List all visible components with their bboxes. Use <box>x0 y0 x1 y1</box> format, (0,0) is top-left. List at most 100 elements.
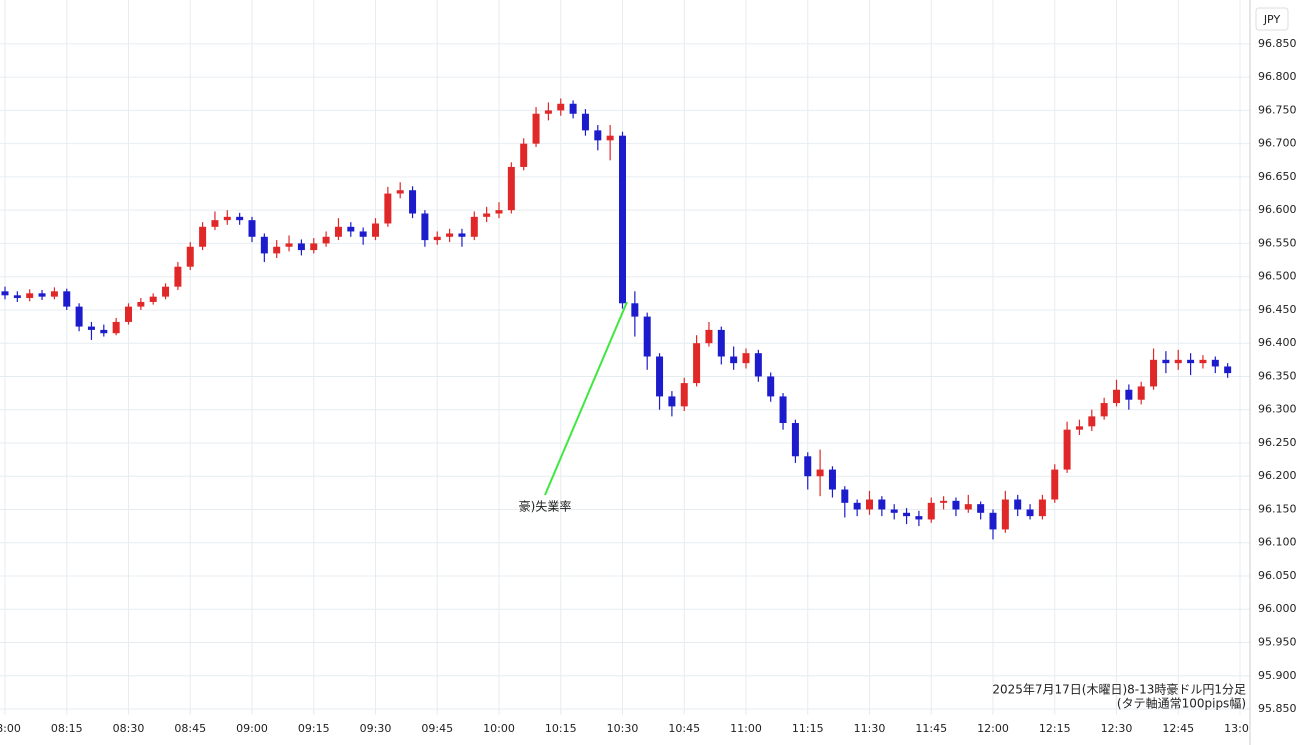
candle-body <box>273 246 281 254</box>
candle-body <box>631 303 639 317</box>
candle-body <box>606 135 614 141</box>
candle-body <box>977 504 985 513</box>
candle-body <box>717 329 725 357</box>
x-tick-label: 13:00 <box>1224 722 1256 735</box>
candle-body <box>75 306 83 327</box>
x-tick-label: 12:45 <box>1162 722 1194 735</box>
candle-body <box>50 291 58 297</box>
x-tick-label: 12:00 <box>977 722 1009 735</box>
y-tick-label: 96.600 <box>1258 203 1297 216</box>
candle-body <box>100 329 108 334</box>
candle-body <box>866 499 873 510</box>
y-tick-label: 96.850 <box>1258 37 1297 50</box>
x-tick-label: 11:45 <box>915 722 947 735</box>
candle-body <box>1187 359 1195 364</box>
x-tick-label: 10:00 <box>483 722 515 735</box>
candle-body <box>112 321 120 334</box>
y-tick-label: 95.900 <box>1258 669 1297 682</box>
x-axis: 08:00 08:15 08:30 08:45 09:00 09:15 09:30 09:45… <box>0 722 1256 735</box>
candle-body <box>1174 359 1182 364</box>
x-tick-label: 10:45 <box>668 722 700 735</box>
note: (タテ軸通常100pips幅) <box>1117 696 1246 711</box>
candle-body <box>915 516 923 520</box>
y-tick-label: 96.200 <box>1258 469 1297 482</box>
candle-body <box>236 216 244 221</box>
candle-body <box>767 376 775 397</box>
y-tick-label: 96.050 <box>1258 569 1297 582</box>
x-tick-label: 10:30 <box>607 722 639 735</box>
y-axis: JPY 95.850 95.900 95.950 96.000 96.050 96.100… <box>1249 0 1300 745</box>
candle-body <box>791 423 799 457</box>
candle-body <box>890 509 898 513</box>
candle-body <box>495 210 503 214</box>
candle-body <box>927 502 935 520</box>
candle-body <box>162 286 170 297</box>
candle-body <box>297 243 305 251</box>
note: 2025年7月17日(木曜日)8-13時豪ドル円1分足 <box>992 682 1246 697</box>
candle-body <box>557 103 565 111</box>
candle-body <box>322 236 330 244</box>
candle-body <box>470 216 478 237</box>
candle-body <box>581 113 589 131</box>
candle-body <box>347 226 355 232</box>
candle-body <box>730 356 738 364</box>
candle-body <box>458 233 466 237</box>
currency-label: JPY <box>1263 13 1281 26</box>
y-tick-label: 96.450 <box>1258 303 1297 316</box>
candle-body <box>828 469 836 490</box>
candle-body <box>742 353 750 364</box>
x-tick-label: 08:00 <box>0 722 21 735</box>
candle-body <box>1026 509 1034 517</box>
candle-body <box>656 356 664 397</box>
candle-body <box>396 190 404 194</box>
candle-body <box>384 193 392 224</box>
candle-body <box>483 213 491 217</box>
candle-body <box>989 512 997 530</box>
plot <box>1 98 1232 540</box>
candle-body <box>248 220 256 237</box>
candle-body <box>668 396 676 407</box>
candle-body <box>409 190 417 214</box>
candle-body <box>532 113 540 144</box>
x-tick-label: 11:00 <box>730 722 762 735</box>
candle-body <box>26 293 34 298</box>
candle-body <box>372 223 379 237</box>
candle-body <box>841 489 849 503</box>
candle-body <box>199 226 207 247</box>
x-tick-label: 10:15 <box>545 722 577 735</box>
candle-body <box>446 233 454 237</box>
candle-body <box>310 243 318 251</box>
candle-body <box>964 504 972 510</box>
y-tick-label: 96.300 <box>1258 403 1297 416</box>
x-tick-label: 08:30 <box>113 722 145 735</box>
candle-body <box>1088 416 1096 427</box>
candle-body <box>940 500 948 503</box>
candle-body <box>1063 429 1071 470</box>
x-tick-label: 12:30 <box>1101 722 1133 735</box>
candle-body <box>63 291 71 307</box>
candle-body <box>87 326 95 330</box>
y-tick-label: 96.250 <box>1258 436 1297 449</box>
candle-body <box>211 220 219 227</box>
candle-body <box>816 469 824 477</box>
candle-body <box>1162 359 1170 364</box>
y-tick-label: 96.000 <box>1258 602 1297 615</box>
candle-body <box>1014 499 1022 510</box>
currency-box <box>1255 7 1289 31</box>
x-tick-label: 09:30 <box>360 722 392 735</box>
candle-body <box>13 295 21 298</box>
candle-body <box>804 456 812 477</box>
annotation-line <box>544 301 628 496</box>
candle-body <box>1051 469 1059 500</box>
x-tick-label: 11:15 <box>792 722 824 735</box>
annotation: 豪)失業率 <box>519 499 572 514</box>
candle-body <box>643 316 651 357</box>
candle-body <box>334 226 342 237</box>
candle-body <box>693 343 701 384</box>
y-tick-label: 96.100 <box>1258 536 1297 549</box>
axis-panel <box>1250 0 1300 745</box>
candle-body <box>421 213 429 241</box>
candle-body <box>853 502 861 510</box>
candle-body <box>619 135 626 304</box>
candle-body <box>223 216 231 221</box>
